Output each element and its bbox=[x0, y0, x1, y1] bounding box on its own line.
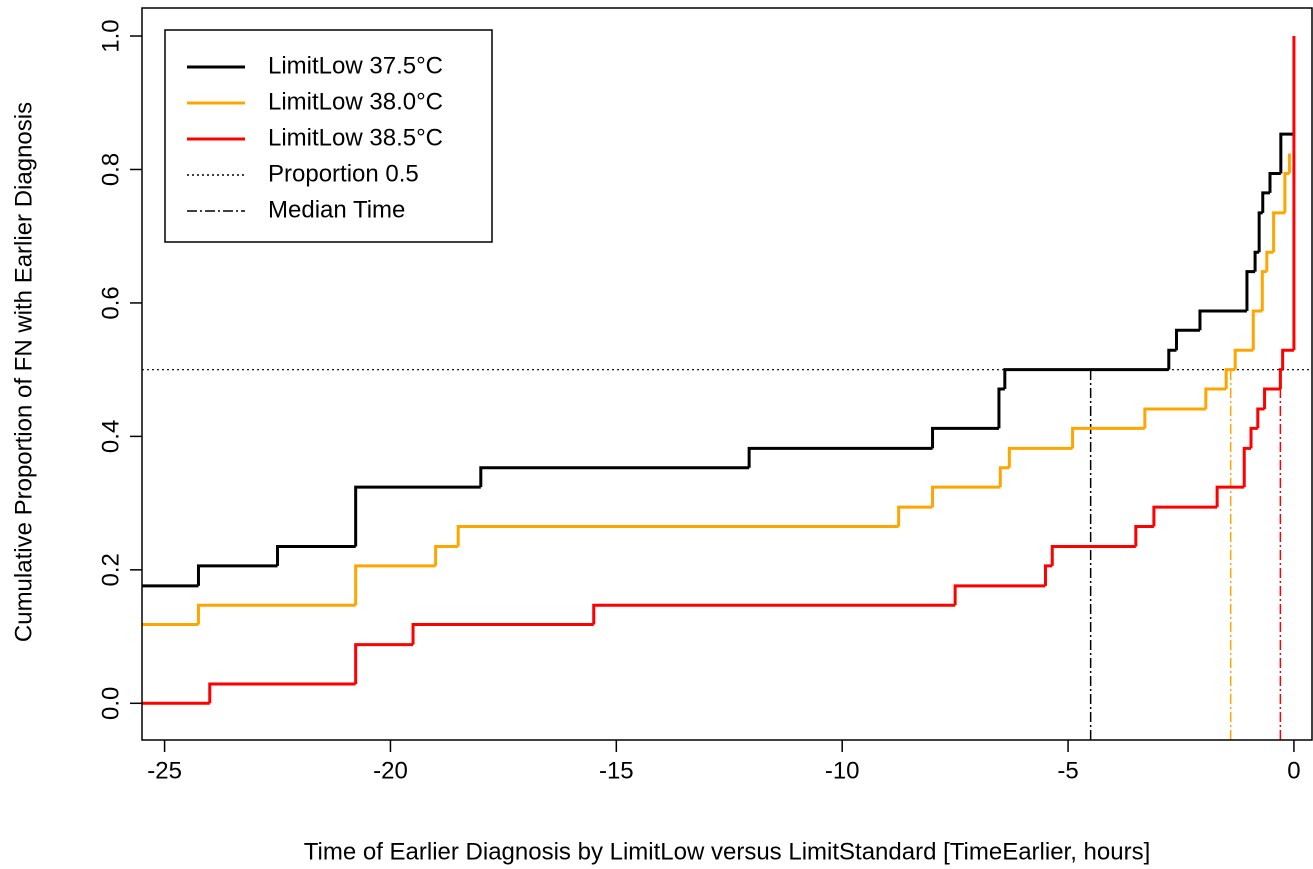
legend-label: Proportion 0.5 bbox=[268, 160, 419, 187]
legend-label: LimitLow 38.5°C bbox=[268, 124, 443, 151]
step-segment bbox=[1257, 211, 1263, 253]
step-segment bbox=[411, 623, 594, 645]
step-segment bbox=[1279, 132, 1294, 174]
legend-label: LimitLow 38.0°C bbox=[268, 88, 443, 115]
step-segment bbox=[276, 544, 356, 566]
x-tick-label: -5 bbox=[1057, 757, 1078, 784]
step-segment bbox=[1167, 348, 1177, 370]
step-segment bbox=[1242, 446, 1252, 488]
legend-label: Median Time bbox=[268, 196, 405, 223]
step-segment bbox=[931, 426, 999, 449]
step-segment bbox=[1174, 328, 1200, 351]
step-segment bbox=[1152, 505, 1218, 527]
step-segment bbox=[1215, 485, 1245, 508]
step-segment bbox=[1204, 387, 1227, 410]
step-segment bbox=[998, 466, 1010, 488]
step-segment bbox=[1233, 348, 1254, 370]
step-segment bbox=[196, 603, 356, 625]
step-segment bbox=[354, 485, 481, 547]
y-tick-label: 0.2 bbox=[97, 553, 124, 586]
step-segment bbox=[1245, 270, 1256, 311]
step-segment bbox=[897, 505, 933, 527]
step-segment bbox=[1143, 407, 1206, 429]
step-segment bbox=[354, 564, 436, 606]
plot-frame bbox=[141, 7, 1313, 741]
x-tick-label: 0 bbox=[1287, 757, 1300, 784]
step-segment bbox=[1281, 348, 1294, 370]
step-segment bbox=[354, 643, 414, 684]
step-segment bbox=[1261, 191, 1270, 213]
step-segment bbox=[208, 682, 356, 704]
step-segment bbox=[479, 466, 750, 488]
legend-box bbox=[164, 29, 493, 243]
step-segment bbox=[1249, 426, 1258, 449]
step-segment bbox=[1256, 407, 1265, 429]
step-segment bbox=[1224, 368, 1236, 390]
step-segment bbox=[1050, 544, 1136, 566]
step-segment bbox=[592, 603, 956, 625]
step-segment bbox=[1268, 171, 1281, 193]
step-segment bbox=[1253, 250, 1260, 272]
y-tick-label: 0.8 bbox=[97, 153, 124, 186]
y-tick-label: 0.6 bbox=[97, 286, 124, 319]
x-tick-label: -20 bbox=[373, 757, 408, 784]
step-segment bbox=[1283, 171, 1290, 213]
x-tick-label: -25 bbox=[147, 757, 182, 784]
step-segment bbox=[1003, 368, 1169, 390]
step-segment bbox=[1007, 446, 1073, 468]
step-segment bbox=[1278, 368, 1283, 390]
step-segment bbox=[1251, 309, 1263, 351]
step-segment bbox=[953, 584, 1046, 606]
x-tick-label: -15 bbox=[599, 757, 634, 784]
y-axis-label: Cumulative Proportion of FN with Earlier… bbox=[10, 102, 37, 642]
step-segment bbox=[1263, 387, 1281, 410]
step-segment bbox=[196, 564, 278, 586]
x-axis-label: Time of Earlier Diagnosis by LimitLow ve… bbox=[304, 838, 1151, 865]
step-segment bbox=[1260, 270, 1267, 311]
step-segment bbox=[434, 544, 459, 566]
step-segment bbox=[456, 524, 899, 547]
y-tick-label: 1.0 bbox=[97, 19, 124, 52]
x-tick-label: -10 bbox=[825, 757, 860, 784]
step-segment bbox=[1198, 309, 1247, 331]
step-segment bbox=[1265, 250, 1274, 272]
y-tick-label: 0.4 bbox=[97, 420, 124, 453]
step-segment bbox=[1071, 426, 1145, 449]
step-segment bbox=[1272, 211, 1285, 253]
step-segment bbox=[1043, 564, 1053, 586]
step-segment bbox=[1134, 524, 1154, 547]
step-segment bbox=[931, 485, 1001, 508]
step-segment bbox=[747, 446, 933, 468]
y-tick-label: 0.0 bbox=[97, 687, 124, 720]
legend-label: LimitLow 37.5°C bbox=[268, 52, 443, 79]
step-segment bbox=[997, 387, 1005, 429]
